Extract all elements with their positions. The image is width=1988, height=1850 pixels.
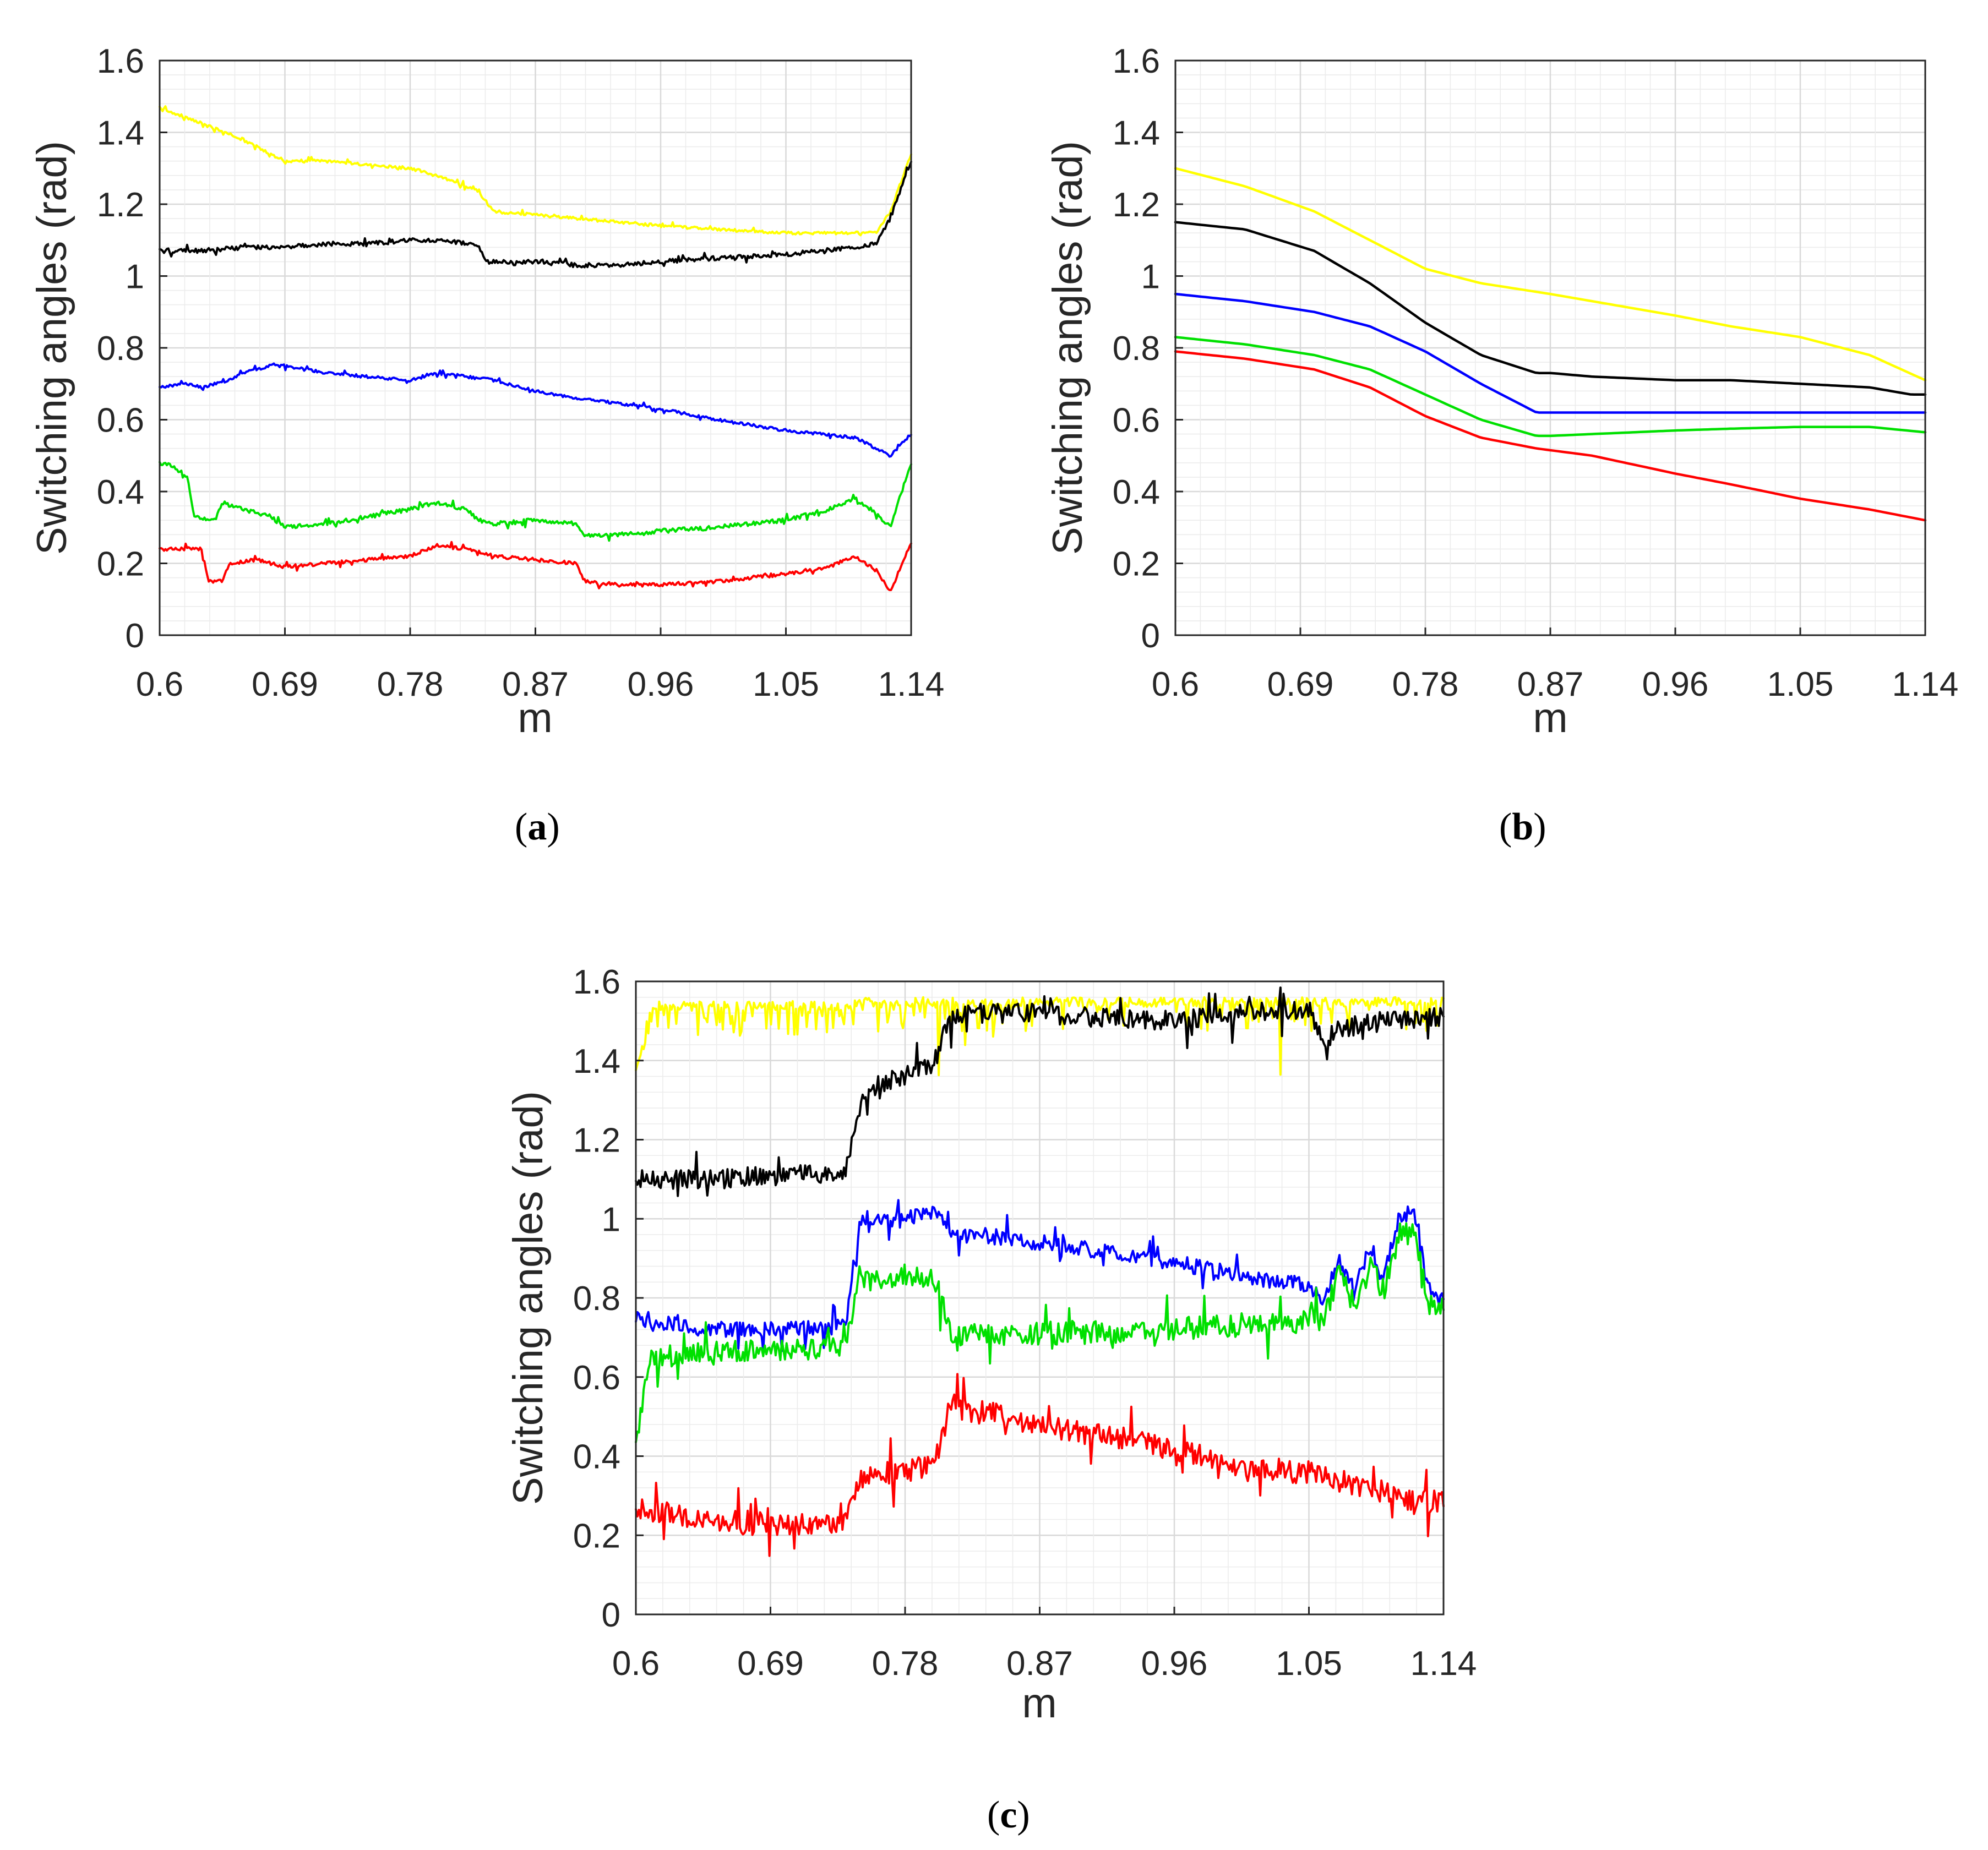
y-tick-label: 0.4 bbox=[1113, 473, 1160, 511]
panel-b-grid bbox=[1175, 61, 1925, 635]
y-tick-label: 0.2 bbox=[573, 1517, 620, 1555]
panel-b-xlabel: m bbox=[1533, 695, 1567, 741]
panel-c: 00.20.40.60.811.21.41.6 0.6 0.69 0.78 0.87 0… bbox=[505, 963, 1477, 1836]
series-line-blue bbox=[1174, 292, 1927, 414]
y-tick-label: 1.6 bbox=[97, 42, 144, 80]
x-tick-label: 0.87 bbox=[502, 665, 569, 703]
x-tick-label: 1.14 bbox=[1410, 1645, 1477, 1683]
panel-b-y-ticks: 0 0.2 0.4 0.6 0.8 1 1.2 1.4 1.6 bbox=[1113, 42, 1183, 655]
panel-c-caption: (c) bbox=[987, 1794, 1030, 1836]
panel-a-ylabel: Switching angles (rad) bbox=[29, 141, 75, 555]
panel-c-xlabel: m bbox=[1022, 1680, 1056, 1727]
panel-a-x-ticks: 0.6 0.69 0.78 0.87 0.96 1.05 1.14 bbox=[136, 627, 944, 703]
y-tick-label: 1.2 bbox=[573, 1122, 620, 1160]
series-line-black bbox=[159, 161, 912, 269]
y-tick-label: 0 bbox=[602, 1596, 620, 1634]
panel-b-caption: (b) bbox=[1499, 806, 1546, 848]
series-line-yellow bbox=[635, 996, 1445, 1077]
y-tick-label: 0.4 bbox=[97, 473, 144, 511]
y-tick-label: 0.6 bbox=[1113, 402, 1160, 440]
panel-c-y-ticks: 0 0.2 0.4 0.6 0.8 1 1.2 1.4 1.6 bbox=[573, 963, 644, 1634]
y-tick-label: 0 bbox=[126, 617, 144, 655]
x-tick-label: 1.14 bbox=[1892, 665, 1959, 703]
x-tick-label: 0.78 bbox=[1392, 665, 1459, 703]
panel-a-y-ticks: 0 0.2 0.4 0.6 0.8 1 1.2 1.4 1.6 bbox=[97, 42, 167, 655]
series-line-green bbox=[1174, 336, 1927, 438]
x-tick-label: 0.87 bbox=[1517, 665, 1584, 703]
series-line-black bbox=[1174, 221, 1927, 396]
y-tick-label: 1.4 bbox=[1113, 114, 1160, 152]
x-tick-label: 0.96 bbox=[1141, 1645, 1208, 1683]
series-line-blue bbox=[635, 1199, 1445, 1352]
y-tick-label: 1.4 bbox=[97, 114, 144, 152]
y-tick-label: 1.4 bbox=[573, 1043, 620, 1080]
y-tick-label: 0.2 bbox=[1113, 545, 1160, 583]
x-tick-label: 0.78 bbox=[377, 665, 444, 703]
y-tick-label: 0.2 bbox=[97, 545, 144, 583]
x-tick-label: 0.96 bbox=[628, 665, 694, 703]
series-line-green bbox=[159, 461, 912, 542]
panel-c-ylabel: Switching angles (rad) bbox=[505, 1091, 552, 1505]
series-line-red bbox=[635, 1373, 1445, 1557]
x-tick-label: 0.6 bbox=[612, 1645, 660, 1683]
panel-b-ylabel: Switching angles (rad) bbox=[1044, 141, 1091, 555]
x-tick-label: 1.14 bbox=[878, 665, 945, 703]
y-tick-label: 0.6 bbox=[97, 402, 144, 440]
panel-c-series bbox=[635, 986, 1445, 1557]
x-tick-label: 0.69 bbox=[1267, 665, 1334, 703]
x-tick-label: 0.96 bbox=[1642, 665, 1709, 703]
y-tick-label: 0.8 bbox=[97, 330, 144, 368]
x-tick-label: 0.87 bbox=[1006, 1645, 1073, 1683]
x-tick-label: 1.05 bbox=[753, 665, 819, 703]
y-tick-label: 0.6 bbox=[573, 1359, 620, 1397]
x-tick-label: 0.78 bbox=[872, 1645, 939, 1683]
y-tick-label: 1 bbox=[126, 258, 144, 296]
x-tick-label: 0.6 bbox=[136, 665, 183, 703]
panel-b-series bbox=[1174, 167, 1927, 522]
y-tick-label: 0.8 bbox=[1113, 330, 1160, 368]
series-line-blue bbox=[159, 362, 912, 458]
x-tick-label: 1.05 bbox=[1767, 665, 1834, 703]
series-line-red bbox=[1174, 350, 1927, 522]
panel-c-grid bbox=[636, 981, 1444, 1614]
y-tick-label: 1.6 bbox=[573, 963, 620, 1001]
series-line-yellow bbox=[1174, 167, 1927, 381]
panel-a-grid bbox=[160, 61, 911, 635]
panel-a-series bbox=[159, 105, 912, 591]
series-line-red bbox=[159, 541, 912, 591]
x-tick-label: 0.69 bbox=[737, 1645, 804, 1683]
series-line-black bbox=[635, 986, 1445, 1197]
y-tick-label: 0 bbox=[1141, 617, 1160, 655]
y-tick-label: 1 bbox=[602, 1200, 620, 1238]
y-tick-label: 0.4 bbox=[573, 1438, 620, 1476]
panel-c-x-ticks: 0.6 0.69 0.78 0.87 0.96 1.05 1.14 bbox=[612, 1607, 1477, 1683]
panel-a-xlabel: m bbox=[518, 695, 552, 741]
y-tick-label: 0.8 bbox=[573, 1280, 620, 1318]
x-tick-label: 0.6 bbox=[1152, 665, 1199, 703]
y-tick-label: 1 bbox=[1141, 258, 1160, 296]
panel-b: 00.20.40.60.811.21.41.6 0.6 0.69 0.78 0.87 0… bbox=[1044, 42, 1958, 848]
panel-b-x-ticks: 0.6 0.69 0.78 0.87 0.96 1.05 1.14 bbox=[1152, 627, 1958, 703]
x-tick-label: 1.05 bbox=[1276, 1645, 1342, 1683]
y-tick-label: 1.6 bbox=[1113, 42, 1160, 80]
y-tick-label: 1.2 bbox=[97, 186, 144, 224]
x-tick-label: 0.69 bbox=[252, 665, 318, 703]
panel-a-caption: (a) bbox=[515, 806, 560, 848]
y-tick-label: 1.2 bbox=[1113, 186, 1160, 224]
panel-a: 00.20.40.60.811.21.41.6 0.6 0.69 0.78 0.87 0… bbox=[29, 42, 944, 848]
series-line-green bbox=[635, 1222, 1445, 1443]
series-line-yellow bbox=[159, 105, 912, 237]
